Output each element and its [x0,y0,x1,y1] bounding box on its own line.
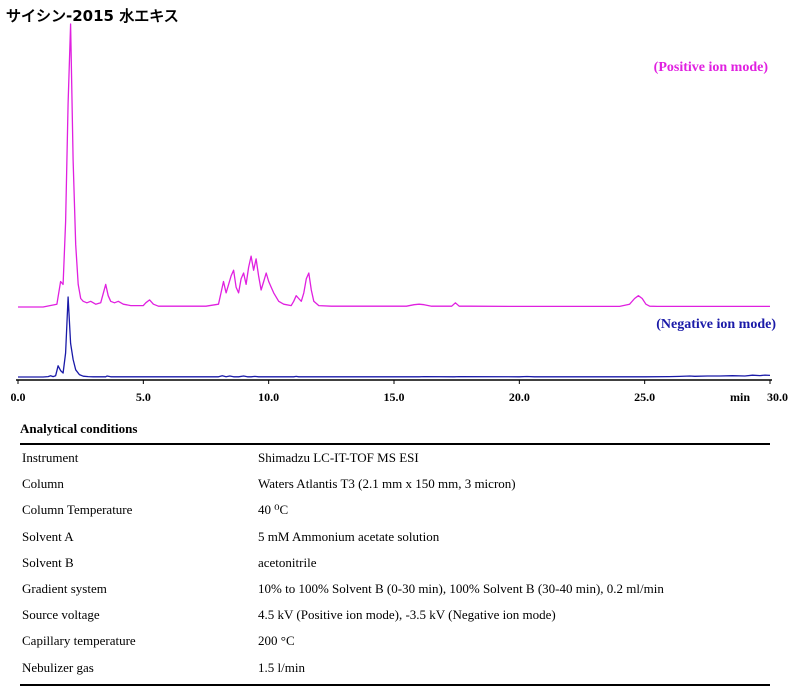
traces [18,23,771,378]
condition-value: 4.5 kV (Positive ion mode), -3.5 kV (Neg… [258,607,556,623]
x-tick-label: 15.0 [384,390,405,404]
condition-name: Column [22,476,64,492]
table-top-rule [20,443,770,445]
x-tick-label: 30.0 [767,390,788,404]
condition-value: Shimadzu LC-IT-TOF MS ESI [258,450,419,466]
conditions-heading: Analytical conditions [20,421,138,436]
table-row: Nebulizer gas 1.5 l/min [20,655,770,681]
condition-name: Instrument [22,450,79,466]
x-tick-label: 5.0 [136,390,151,404]
condition-value: 200 °C [258,633,295,649]
condition-name: Solvent A [22,528,74,544]
condition-name: Source voltage [22,607,100,623]
series-label-negative: (Negative ion mode) [656,317,776,332]
table-row: Instrument Shimadzu LC-IT-TOF MS ESI [20,445,770,471]
table-row: Column Waters Atlantis T3 (2.1 mm x 150 m… [20,471,770,497]
analytical-conditions: Analytical conditions Instrument Shimadzu… [20,420,770,686]
table-row: Gradient system 10% to 100% Solvent B (0-… [20,576,770,602]
table-row: Source voltage 4.5 kV (Positive ion mode)… [20,602,770,628]
condition-name: Nebulizer gas [22,659,94,675]
x-tick-label: 0.0 [11,390,26,404]
condition-value: Waters Atlantis T3 (2.1 mm x 150 mm, 3 m… [258,476,516,492]
condition-value: acetonitrile [258,554,317,570]
condition-name: Gradient system [22,581,107,597]
x-axis-unit-label: min [730,390,750,404]
table-row: Solvent B acetonitrile [20,550,770,576]
x-tick-label: 20.0 [509,390,530,404]
table-row: Column Temperature 40 ⁰C [20,497,770,523]
series-label-positive: (Positive ion mode) [654,60,769,75]
condition-value: 1.5 l/min [258,659,305,675]
positive-ion-trace [18,23,770,308]
table-row: Solvent A 5 mM Ammonium acetate solution [20,524,770,550]
x-axis-ticks: 0.0 5.0 10.0 15.0 20.0 25.0 30.0 min [11,380,788,404]
condition-value: 5 mM Ammonium acetate solution [258,528,440,544]
condition-value: 40 ⁰C [258,502,289,518]
conditions-table: Instrument Shimadzu LC-IT-TOF MS ESI Colum… [20,445,770,681]
x-tick-label: 10.0 [258,390,279,404]
condition-name: Solvent B [22,554,74,570]
table-row: Capillary temperature 200 °C [20,628,770,654]
chart-title: サイシン-2015 水エキス [6,7,179,25]
x-tick-label: 25.0 [634,390,655,404]
condition-value: 10% to 100% Solvent B (0-30 min), 100% S… [258,581,664,597]
chromatogram-chart: 0.0 5.0 10.0 15.0 20.0 25.0 30.0 min (Positive … [11,23,788,404]
negative-ion-trace [18,296,771,378]
condition-name: Column Temperature [22,502,133,518]
condition-name: Capillary temperature [22,633,136,649]
